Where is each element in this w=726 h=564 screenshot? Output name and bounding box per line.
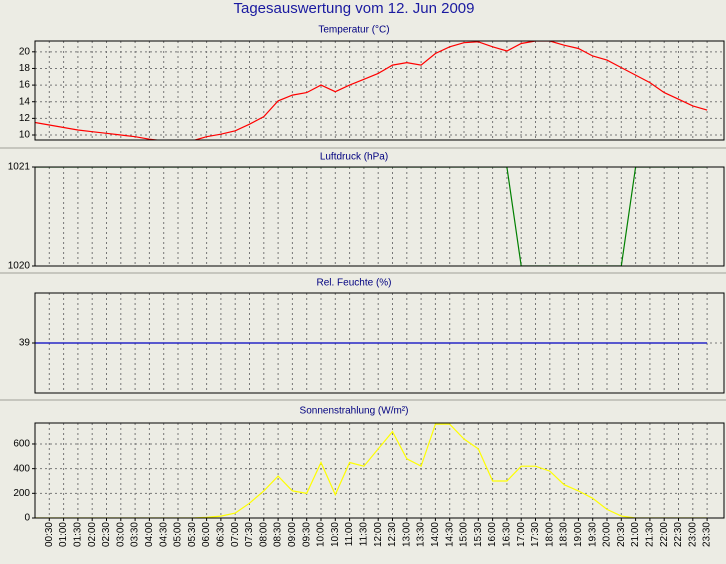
y-tick-label: 0 xyxy=(24,513,30,524)
panel-title: Luftdruck (hPa) xyxy=(320,152,388,163)
x-tick-label: 07:30 xyxy=(244,522,255,547)
x-tick-label: 20:00 xyxy=(602,522,613,547)
x-tick-label: 22:00 xyxy=(659,522,670,547)
x-tick-label: 04:30 xyxy=(158,522,169,547)
x-tick-label: 19:30 xyxy=(587,522,598,547)
data-line xyxy=(35,167,708,266)
x-tick-label: 11:00 xyxy=(344,522,355,547)
x-tick-label: 05:00 xyxy=(173,522,184,547)
x-tick-label: 02:30 xyxy=(101,522,112,547)
x-tick-label: 08:00 xyxy=(258,522,269,547)
plot-frame xyxy=(34,292,725,394)
x-tick-label: 14:30 xyxy=(444,522,455,547)
x-tick-label: 13:30 xyxy=(416,522,427,547)
data-line xyxy=(35,423,708,518)
panel-title: Rel. Feuchte (%) xyxy=(316,278,391,289)
x-tick-label: 15:00 xyxy=(459,522,470,547)
x-tick-label: 01:30 xyxy=(73,522,84,547)
x-tick-label: 08:30 xyxy=(273,522,284,547)
x-tick-label: 00:30 xyxy=(44,522,55,547)
x-tick-label: 07:00 xyxy=(230,522,241,547)
x-tick-label: 06:00 xyxy=(201,522,212,547)
x-tick-label: 05:30 xyxy=(187,522,198,547)
x-tick-label: 20:30 xyxy=(616,522,627,547)
x-tick-label: 09:30 xyxy=(301,522,312,547)
x-tick-label: 17:30 xyxy=(530,522,541,547)
panel-title: Temperatur (°C) xyxy=(318,25,389,36)
y-tick-label: 1020 xyxy=(8,261,31,272)
y-tick-label: 1021 xyxy=(8,162,31,173)
x-tick-label: 11:30 xyxy=(359,522,370,547)
y-tick-label: 16 xyxy=(19,80,31,91)
y-tick-label: 12 xyxy=(19,113,31,124)
x-tick-label: 10:30 xyxy=(330,522,341,547)
x-tick-label: 21:30 xyxy=(645,522,656,547)
x-tick-label: 23:00 xyxy=(687,522,698,547)
x-tick-label: 18:00 xyxy=(544,522,555,547)
x-tick-label: 19:00 xyxy=(573,522,584,547)
x-tick-label: 13:00 xyxy=(401,522,412,547)
x-tick-label: 12:00 xyxy=(373,522,384,547)
x-tick-label: 02:00 xyxy=(87,522,98,547)
x-tick-label: 04:00 xyxy=(144,522,155,547)
panel-title: Sonnenstrahlung (W/m²) xyxy=(300,406,409,417)
x-tick-label: 03:00 xyxy=(115,522,126,547)
x-tick-label: 12:30 xyxy=(387,522,398,547)
x-tick-label: 16:00 xyxy=(487,522,498,547)
y-tick-label: 18 xyxy=(19,63,31,74)
plot-frame xyxy=(34,40,725,141)
x-tick-label: 16:30 xyxy=(502,522,513,547)
y-tick-label: 600 xyxy=(13,439,30,450)
y-tick-label: 200 xyxy=(13,488,30,499)
y-tick-label: 14 xyxy=(19,96,31,107)
y-tick-label: 39 xyxy=(19,338,31,349)
y-tick-label: 10 xyxy=(19,130,31,141)
plot-frame xyxy=(34,422,725,519)
x-tick-label: 15:30 xyxy=(473,522,484,547)
x-tick-label: 22:30 xyxy=(673,522,684,547)
x-tick-label: 01:00 xyxy=(58,522,69,547)
x-tick-label: 06:30 xyxy=(216,522,227,547)
x-tick-label: 23:30 xyxy=(702,522,713,547)
y-tick-label: 20 xyxy=(19,46,31,57)
x-tick-label: 18:30 xyxy=(559,522,570,547)
page-title: Tagesauswertung vom 12. Jun 2009 xyxy=(234,0,475,17)
x-tick-label: 14:00 xyxy=(430,522,441,547)
data-line xyxy=(35,41,708,140)
x-tick-label: 03:30 xyxy=(130,522,141,547)
x-tick-label: 09:00 xyxy=(287,522,298,547)
x-tick-label: 17:00 xyxy=(516,522,527,547)
x-tick-label: 10:00 xyxy=(316,522,327,547)
plot-frame xyxy=(34,166,725,267)
y-tick-label: 400 xyxy=(13,463,30,474)
x-tick-label: 21:00 xyxy=(630,522,641,547)
